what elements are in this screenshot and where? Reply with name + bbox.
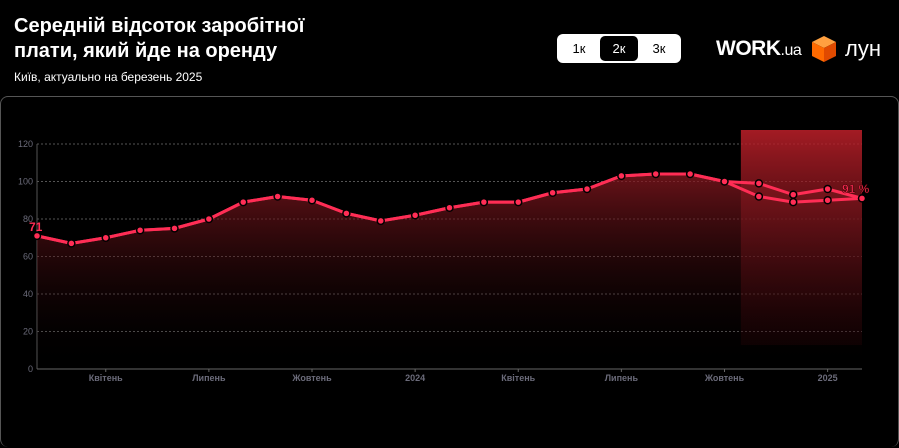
lun-logo[interactable]: ЛУН	[845, 36, 881, 61]
data-point	[823, 196, 832, 205]
room-count-toggle: 1к 2к 3к	[557, 34, 681, 63]
area-fill	[37, 174, 862, 369]
data-point	[101, 233, 110, 242]
data-point	[617, 171, 626, 181]
data-point	[720, 177, 729, 186]
y-tick-label: 80	[23, 214, 33, 224]
lun-cube-icon	[812, 36, 836, 62]
start-value-label: 71	[29, 220, 43, 234]
end-value-label: 91 %	[842, 182, 870, 196]
data-point	[479, 197, 489, 207]
x-tick-label: Квітень	[501, 373, 535, 383]
data-point	[376, 216, 385, 226]
x-tick-label: 2025	[818, 373, 838, 383]
toggle-2k[interactable]: 2к	[600, 36, 638, 61]
page-title: Середній відсоток заробітної плати, який…	[14, 15, 305, 62]
data-point	[342, 209, 351, 218]
y-tick-label: 0	[28, 364, 33, 374]
x-tick-label: Квітень	[89, 373, 123, 383]
data-point	[789, 197, 798, 207]
data-point	[789, 190, 798, 199]
y-tick-label: 120	[18, 139, 33, 149]
data-point	[685, 169, 695, 179]
data-point	[204, 214, 214, 224]
y-tick-label: 40	[23, 289, 33, 299]
y-tick-label: 60	[23, 252, 33, 262]
data-point	[445, 203, 454, 212]
x-tick-label: Липень	[192, 373, 226, 383]
data-point	[135, 226, 145, 235]
data-point	[67, 239, 76, 248]
x-tick-label: 2024	[405, 373, 425, 383]
x-tick-label: Жовтень	[291, 373, 332, 383]
data-point	[32, 231, 42, 241]
data-point	[857, 194, 867, 203]
work-ua-logo[interactable]: WORK.ua	[716, 37, 802, 60]
data-point	[170, 224, 179, 233]
data-point	[307, 196, 317, 205]
data-point	[239, 197, 248, 207]
y-tick-label: 20	[23, 327, 33, 337]
y-tick-label: 100	[18, 177, 33, 187]
toggle-3k[interactable]: 3к	[652, 41, 666, 56]
data-point	[651, 169, 660, 179]
data-point	[754, 179, 764, 188]
data-point	[514, 197, 523, 207]
data-point	[410, 211, 420, 220]
toggle-1k[interactable]: 1к	[572, 41, 586, 56]
data-point	[548, 188, 557, 197]
x-tick-label: Липень	[605, 373, 639, 383]
x-tick-label: Жовтень	[704, 373, 745, 383]
data-point	[823, 184, 832, 194]
data-point	[273, 192, 282, 201]
data-point	[754, 192, 764, 201]
data-point	[582, 184, 592, 194]
page-subtitle: Київ, актуально на березень 2025	[14, 70, 203, 84]
